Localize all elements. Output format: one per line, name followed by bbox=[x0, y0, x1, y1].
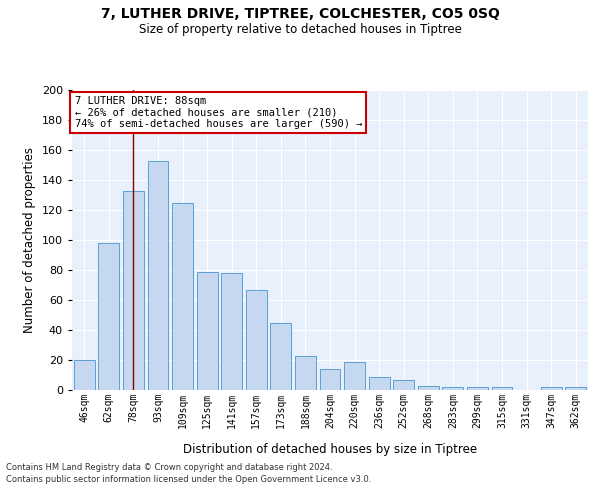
Bar bbox=[74, 360, 95, 390]
Bar bbox=[148, 160, 169, 390]
Bar bbox=[442, 387, 463, 390]
Bar bbox=[491, 387, 512, 390]
Bar bbox=[418, 386, 439, 390]
Bar bbox=[221, 273, 242, 390]
Bar bbox=[172, 202, 193, 390]
Bar bbox=[320, 369, 340, 390]
Bar bbox=[467, 387, 488, 390]
Bar bbox=[246, 290, 267, 390]
Text: 7 LUTHER DRIVE: 88sqm
← 26% of detached houses are smaller (210)
74% of semi-det: 7 LUTHER DRIVE: 88sqm ← 26% of detached … bbox=[74, 96, 362, 129]
Bar bbox=[541, 387, 562, 390]
Text: Contains public sector information licensed under the Open Government Licence v3: Contains public sector information licen… bbox=[6, 475, 371, 484]
Bar bbox=[197, 272, 218, 390]
Bar bbox=[271, 322, 292, 390]
Bar bbox=[295, 356, 316, 390]
Text: Distribution of detached houses by size in Tiptree: Distribution of detached houses by size … bbox=[183, 442, 477, 456]
Text: 7, LUTHER DRIVE, TIPTREE, COLCHESTER, CO5 0SQ: 7, LUTHER DRIVE, TIPTREE, COLCHESTER, CO… bbox=[101, 8, 499, 22]
Text: Size of property relative to detached houses in Tiptree: Size of property relative to detached ho… bbox=[139, 22, 461, 36]
Text: Contains HM Land Registry data © Crown copyright and database right 2024.: Contains HM Land Registry data © Crown c… bbox=[6, 464, 332, 472]
Bar bbox=[368, 376, 389, 390]
Bar bbox=[393, 380, 414, 390]
Bar bbox=[344, 362, 365, 390]
Bar bbox=[123, 190, 144, 390]
Bar bbox=[565, 387, 586, 390]
Y-axis label: Number of detached properties: Number of detached properties bbox=[23, 147, 36, 333]
Bar bbox=[98, 243, 119, 390]
